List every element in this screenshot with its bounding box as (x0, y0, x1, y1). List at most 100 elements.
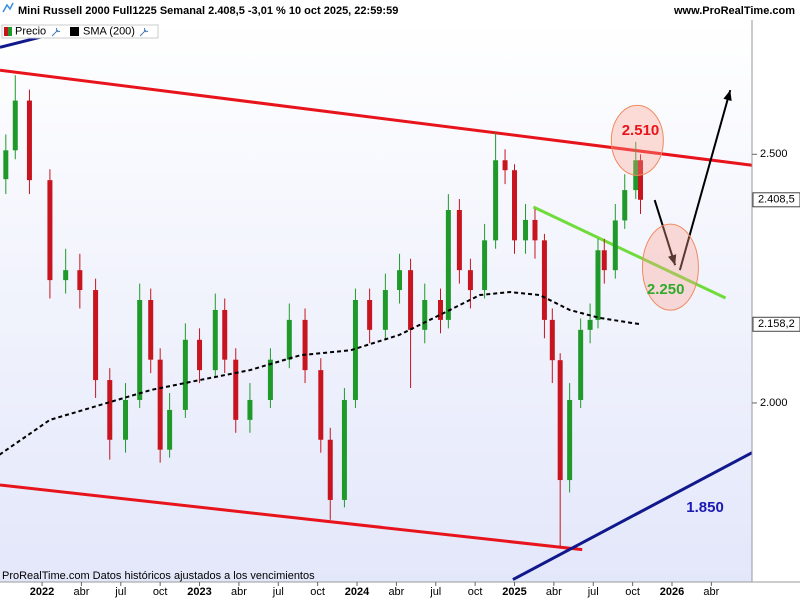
candle-body (512, 170, 518, 241)
x-tick-label: jul (272, 586, 284, 598)
plot: 2.510 2.250 1.850 (0, 27, 753, 581)
x-tick-label: 2022 (30, 586, 54, 598)
candle-body (367, 300, 373, 330)
annotation-ellipse (610, 104, 664, 176)
candle-body (137, 300, 143, 400)
candle-body (267, 359, 273, 400)
x-tick-label: 2025 (502, 586, 526, 598)
candle-body (26, 100, 32, 181)
candle-body (445, 209, 451, 320)
candle-body (482, 240, 488, 291)
x-tick-label: abr (388, 586, 404, 598)
candle-body (47, 180, 53, 281)
annotation-label: 1.850 (686, 499, 724, 516)
price-marker-label: 2.158,2 (758, 318, 795, 330)
logo-icon (2, 2, 14, 13)
trend-line (532, 205, 727, 300)
candle-body (382, 290, 388, 330)
candle-body (247, 399, 253, 420)
candle-body (148, 300, 154, 360)
header-title: Mini Russell 2000 Full1225 Semanal 2.408… (18, 5, 398, 17)
candle-body (318, 370, 324, 440)
candle-body (123, 399, 129, 440)
y-axis-area (752, 20, 800, 582)
candle-body (93, 290, 99, 381)
x-tick-label: jul (114, 586, 126, 598)
candle-body (456, 209, 462, 271)
annotation-ellipse (641, 223, 699, 311)
legend-label: Precio (15, 25, 46, 37)
x-tick-label: oct (310, 586, 325, 598)
candle-body (595, 250, 601, 320)
candle-body (302, 319, 308, 371)
candle-body (3, 150, 9, 180)
candle-body (523, 219, 529, 241)
candle-body (532, 219, 538, 241)
candle-body (502, 160, 508, 171)
candle-body (63, 270, 69, 281)
candle-body (352, 300, 358, 400)
candle-body (107, 380, 113, 440)
candle-body (197, 339, 203, 371)
arrow (653, 199, 677, 266)
trend-line (512, 451, 753, 581)
footer: ProRealTime.com Datos históricos ajustad… (2, 570, 315, 582)
candle-body (557, 360, 563, 481)
x-tick-label: oct (468, 586, 483, 598)
candle-body (157, 359, 163, 450)
candle-body (167, 409, 173, 450)
candle-body (541, 240, 547, 320)
candle-body (567, 399, 573, 481)
trend-line (0, 483, 583, 552)
arrow (678, 89, 732, 271)
arrow-head (723, 90, 732, 102)
x-tick-label: 2024 (345, 586, 370, 598)
candle-body (587, 319, 593, 330)
candle-body (578, 329, 584, 400)
candle-body (601, 250, 607, 271)
arrow-head (668, 254, 677, 266)
plot-area (0, 20, 752, 582)
x-axis-area (0, 582, 800, 600)
legend-swatch (8, 27, 12, 36)
candle-body (233, 359, 239, 420)
price-marker (752, 316, 800, 332)
y-tick-label: 2.500 (760, 148, 788, 160)
settings-icon[interactable] (51, 27, 61, 37)
x-tick-label: jul (587, 586, 599, 598)
header-bar (0, 0, 800, 20)
candle-body (637, 160, 643, 200)
candle-body (77, 270, 83, 291)
candle-body (182, 339, 188, 410)
settings-icon[interactable] (139, 27, 149, 37)
candle-body (422, 300, 428, 330)
x-tick-label: 2023 (187, 586, 211, 598)
annotation-label: 2.510 (622, 122, 660, 139)
candle-body (622, 190, 628, 221)
x-tick-label: abr (73, 586, 89, 598)
x-tick-label: abr (546, 586, 562, 598)
candle-body (327, 439, 333, 500)
candle-body (408, 270, 414, 330)
x-tick-label: abr (231, 586, 247, 598)
x-tick-label: oct (153, 586, 168, 598)
candle-body (612, 220, 618, 271)
trend-line (0, 68, 753, 167)
legend-swatch (70, 27, 79, 36)
candle-body (437, 300, 443, 320)
x-tick-label: oct (625, 586, 640, 598)
x-tick-label: abr (703, 586, 719, 598)
candle-body (12, 100, 18, 151)
candle-body (212, 309, 218, 371)
y-tick-label: 2.000 (760, 397, 788, 409)
legend-label: SMA (200) (83, 25, 135, 37)
candle-body (467, 270, 473, 291)
candle-body (286, 319, 292, 360)
sma-line (0, 291, 641, 456)
candle-body (549, 319, 555, 361)
header-site: www.ProRealTime.com (673, 5, 795, 17)
legend-swatch (4, 27, 8, 36)
candle-body (222, 309, 228, 360)
candle-body (493, 160, 499, 241)
x-tick-label: 2026 (660, 586, 684, 598)
